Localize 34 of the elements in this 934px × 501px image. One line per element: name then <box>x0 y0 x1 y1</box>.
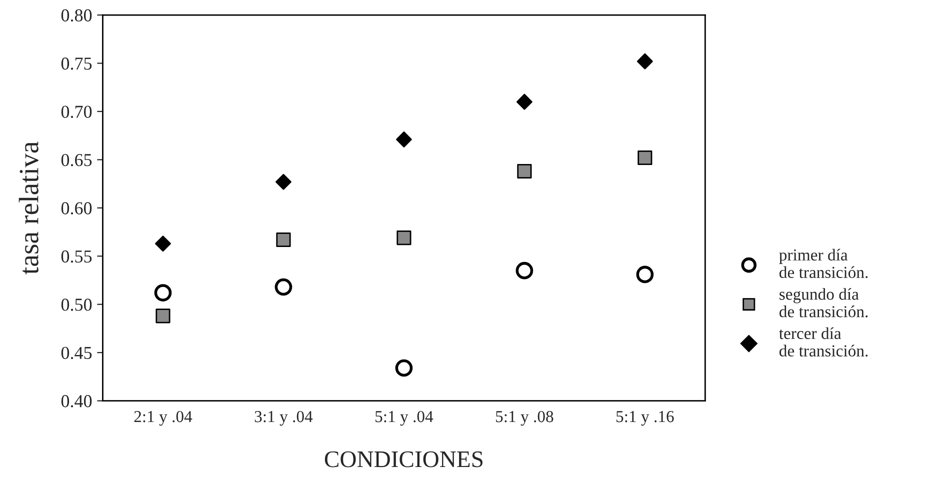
y-tick-label: 0.40 <box>61 395 92 408</box>
y-tick-label: 0.55 <box>61 250 92 263</box>
y-tick-label: 0.70 <box>61 106 92 118</box>
point <box>516 94 532 110</box>
point <box>156 308 170 324</box>
legend-label: tercer día de transición. <box>779 327 868 357</box>
x-tick-label: 2:1 y .04 <box>134 410 192 426</box>
legend-label: segundo día de transición. <box>779 288 868 318</box>
y-tick-label: 0.50 <box>61 298 92 311</box>
x-axis-title: CONDICIONES <box>324 451 483 468</box>
point <box>636 266 654 284</box>
x-tick-label: 5:1 y .08 <box>496 410 554 426</box>
y-tick-label: 0.45 <box>61 346 92 360</box>
legend-label: primer día de transición. <box>779 248 868 278</box>
point <box>155 236 171 252</box>
x-tick-label: 5:1 y .16 <box>616 411 674 426</box>
point <box>517 164 532 179</box>
point <box>275 174 292 190</box>
x-tick-label: 3:1 y .04 <box>254 410 313 426</box>
point <box>638 150 652 166</box>
point <box>396 131 412 148</box>
point <box>274 278 292 296</box>
point <box>396 230 412 246</box>
y-tick-label: 0.75 <box>61 58 92 70</box>
y-tick-label: 0.80 <box>61 9 92 22</box>
point <box>636 53 653 70</box>
point <box>276 232 291 248</box>
point <box>395 359 413 377</box>
point <box>516 262 534 280</box>
y-tick-label: 0.65 <box>61 154 92 166</box>
x-tick-label: 5:1 y .04 <box>376 410 434 426</box>
y-axis-title: tasa relativa <box>18 142 38 274</box>
y-tick-label: 0.60 <box>61 202 92 214</box>
point <box>154 284 172 302</box>
